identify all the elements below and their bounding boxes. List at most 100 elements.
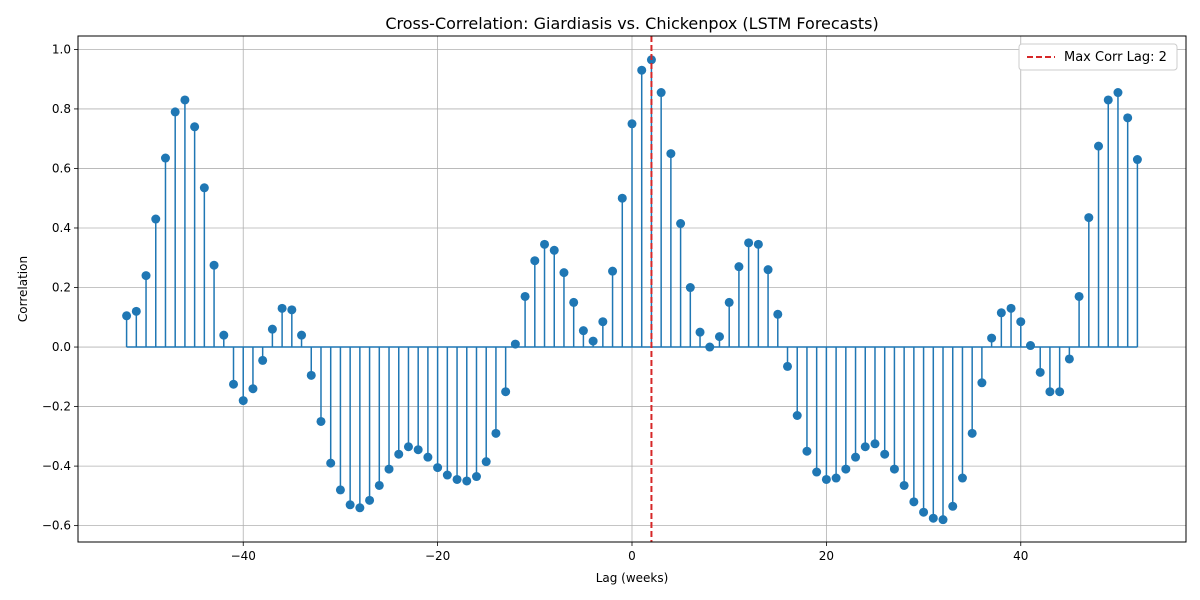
- legend-entry: Max Corr Lag: 2: [1064, 50, 1167, 65]
- stem-marker: [967, 428, 977, 438]
- stem-marker: [724, 297, 734, 307]
- stem-marker: [783, 361, 793, 371]
- stem-marker: [578, 326, 588, 336]
- stem-series: [125, 59, 1139, 520]
- stem-marker: [666, 149, 676, 159]
- stem-marker: [1113, 88, 1123, 98]
- stem-marker: [938, 515, 948, 525]
- x-tick-label: 0: [628, 549, 636, 563]
- stem-marker: [1025, 341, 1035, 351]
- stem-marker: [326, 458, 336, 468]
- stem-marker: [433, 463, 443, 473]
- chart-title: Cross-Correlation: Giardiasis vs. Chicke…: [385, 14, 878, 33]
- stem-marker: [588, 336, 598, 346]
- stem-marker: [802, 446, 812, 456]
- stem-marker: [1006, 303, 1016, 313]
- stem-marker: [773, 309, 783, 319]
- stem-marker: [987, 333, 997, 343]
- x-tick-label: −20: [425, 549, 450, 563]
- stem-marker: [501, 387, 511, 397]
- x-axis-label: Lag (weeks): [596, 571, 669, 585]
- y-tick-label: −0.6: [42, 519, 71, 533]
- stem-marker: [190, 122, 200, 132]
- stem-marker: [598, 317, 608, 327]
- stem-marker: [355, 503, 365, 513]
- stem-marker: [656, 88, 666, 98]
- stem-marker: [238, 396, 248, 406]
- stem-marker: [180, 95, 190, 105]
- stem-marker: [452, 474, 462, 484]
- stem-marker: [928, 513, 938, 523]
- stem-marker: [841, 464, 851, 474]
- y-tick-label: 0.4: [52, 221, 71, 235]
- y-tick-label: −0.2: [42, 400, 71, 414]
- stem-marker: [491, 428, 501, 438]
- stem-marker: [705, 342, 715, 352]
- stem-marker: [812, 467, 822, 477]
- stem-markers: [122, 55, 1142, 525]
- stem-marker: [287, 305, 297, 315]
- stem-marker: [1064, 354, 1074, 364]
- stem-marker: [374, 480, 384, 490]
- stem-marker: [627, 119, 637, 129]
- stem-marker: [1016, 317, 1026, 327]
- stem-marker: [403, 442, 413, 452]
- stem-marker: [1074, 291, 1084, 301]
- y-tick-label: 0.0: [52, 340, 71, 354]
- x-tick-label: −40: [231, 549, 256, 563]
- y-tick-label: 0.8: [52, 102, 71, 116]
- stem-marker: [442, 470, 452, 480]
- stem-marker: [977, 378, 987, 388]
- stem-marker: [637, 65, 647, 75]
- stem-marker: [734, 262, 744, 272]
- stem-marker: [957, 473, 967, 483]
- y-tick-label: −0.4: [42, 459, 71, 473]
- stem-marker: [122, 311, 132, 321]
- stem-marker: [209, 260, 219, 270]
- stem-marker: [549, 245, 559, 255]
- stem-marker: [365, 495, 375, 505]
- stem-marker: [306, 370, 316, 380]
- stem-marker: [481, 457, 491, 467]
- stem-marker: [1094, 141, 1104, 151]
- stem-marker: [889, 464, 899, 474]
- stem-marker: [685, 283, 695, 293]
- stem-marker: [471, 472, 481, 482]
- stem-marker: [316, 416, 326, 426]
- y-tick-label: 1.0: [52, 42, 71, 56]
- stem-marker: [792, 411, 802, 420]
- stem-marker: [131, 306, 141, 316]
- stem-marker: [1055, 387, 1065, 397]
- stem-marker: [335, 485, 345, 495]
- stem-marker: [520, 291, 530, 301]
- stem-marker: [248, 384, 258, 394]
- stem-marker: [1045, 387, 1055, 397]
- stem-marker: [996, 308, 1006, 318]
- stem-marker: [297, 330, 307, 340]
- stem-marker: [569, 297, 579, 307]
- stem-marker: [821, 474, 831, 484]
- stem-marker: [394, 449, 404, 459]
- y-tick-label: 0.2: [52, 281, 71, 295]
- y-axis-label: Correlation: [16, 256, 30, 322]
- stem-marker: [160, 153, 170, 163]
- stem-marker: [851, 452, 861, 462]
- stem-marker: [277, 303, 287, 313]
- stem-marker: [1035, 367, 1045, 377]
- stem-marker: [714, 332, 724, 342]
- stem-marker: [384, 464, 394, 474]
- stem-marker: [763, 265, 773, 275]
- stem-marker: [870, 439, 880, 449]
- stem-marker: [1103, 95, 1113, 105]
- stem-marker: [141, 271, 151, 281]
- stem-marker: [559, 268, 569, 278]
- stem-marker: [229, 379, 239, 389]
- stem-marker: [540, 239, 550, 249]
- stem-marker: [831, 473, 841, 483]
- stem-marker: [919, 507, 929, 517]
- stem-marker: [695, 327, 705, 337]
- stem-marker: [617, 193, 627, 203]
- stem-marker: [170, 107, 180, 117]
- legend: Max Corr Lag: 2: [1018, 43, 1178, 71]
